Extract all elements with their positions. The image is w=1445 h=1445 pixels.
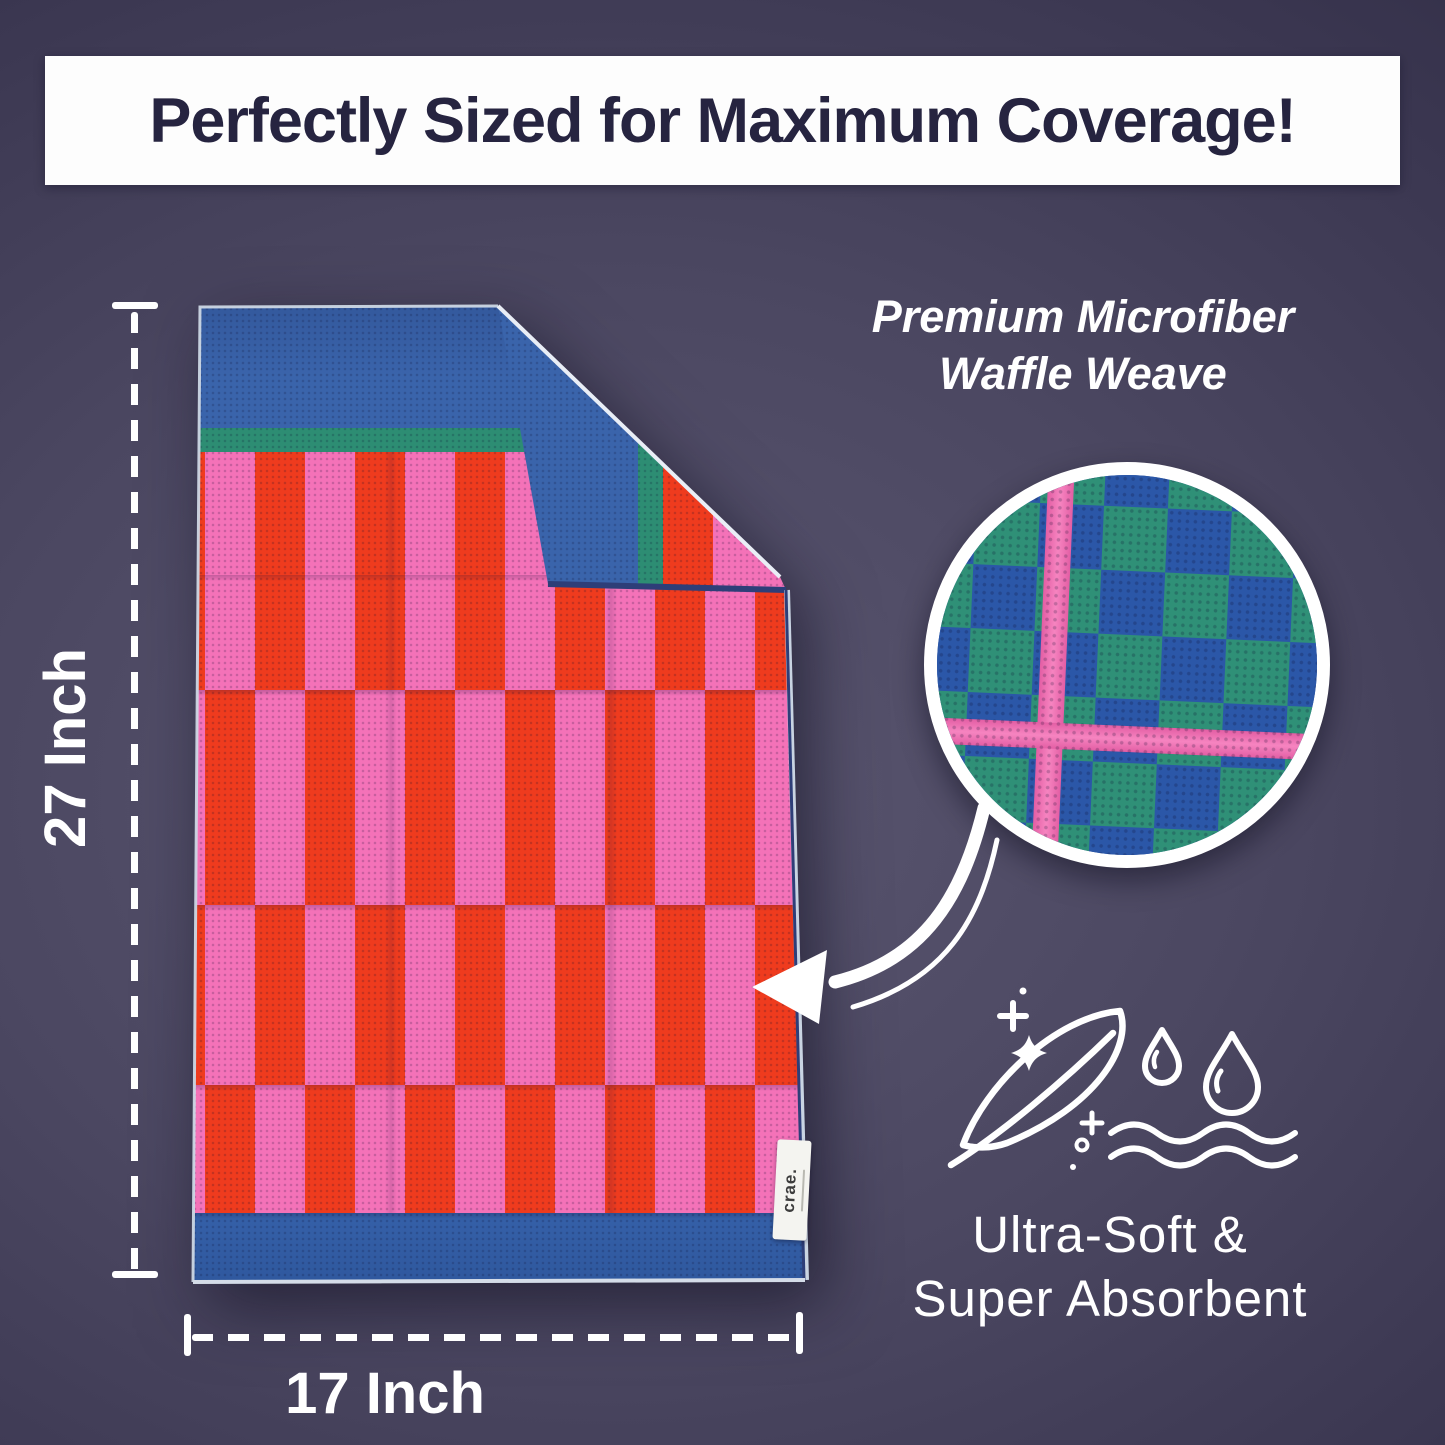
measure-line-horizontal bbox=[192, 1334, 800, 1341]
towel-photo bbox=[180, 300, 810, 1285]
brand-tag-text: crae. bbox=[778, 1167, 801, 1213]
softness-callout-title: Ultra-Soft & Super Absorbent bbox=[912, 1206, 1308, 1327]
headline-text: Perfectly Sized for Maximum Coverage! bbox=[149, 85, 1296, 156]
height-dimension-label: 27 Inch bbox=[33, 648, 98, 848]
brand-tag: crae. bbox=[772, 1139, 812, 1241]
width-dimension-label: 17 Inch bbox=[285, 1361, 485, 1426]
feather-icon bbox=[947, 987, 1126, 1170]
water-drops-icon bbox=[1108, 1027, 1298, 1169]
waffle-texture bbox=[193, 306, 805, 1282]
curved-arrow-icon bbox=[752, 801, 1000, 1024]
measure-line-vertical bbox=[131, 312, 138, 1272]
weave-callout-title: Premium Microfiber Waffle Weave bbox=[871, 291, 1295, 399]
towel-front bbox=[193, 306, 805, 1282]
headline-banner: Perfectly Sized for Maximum Coverage! bbox=[45, 56, 1400, 185]
